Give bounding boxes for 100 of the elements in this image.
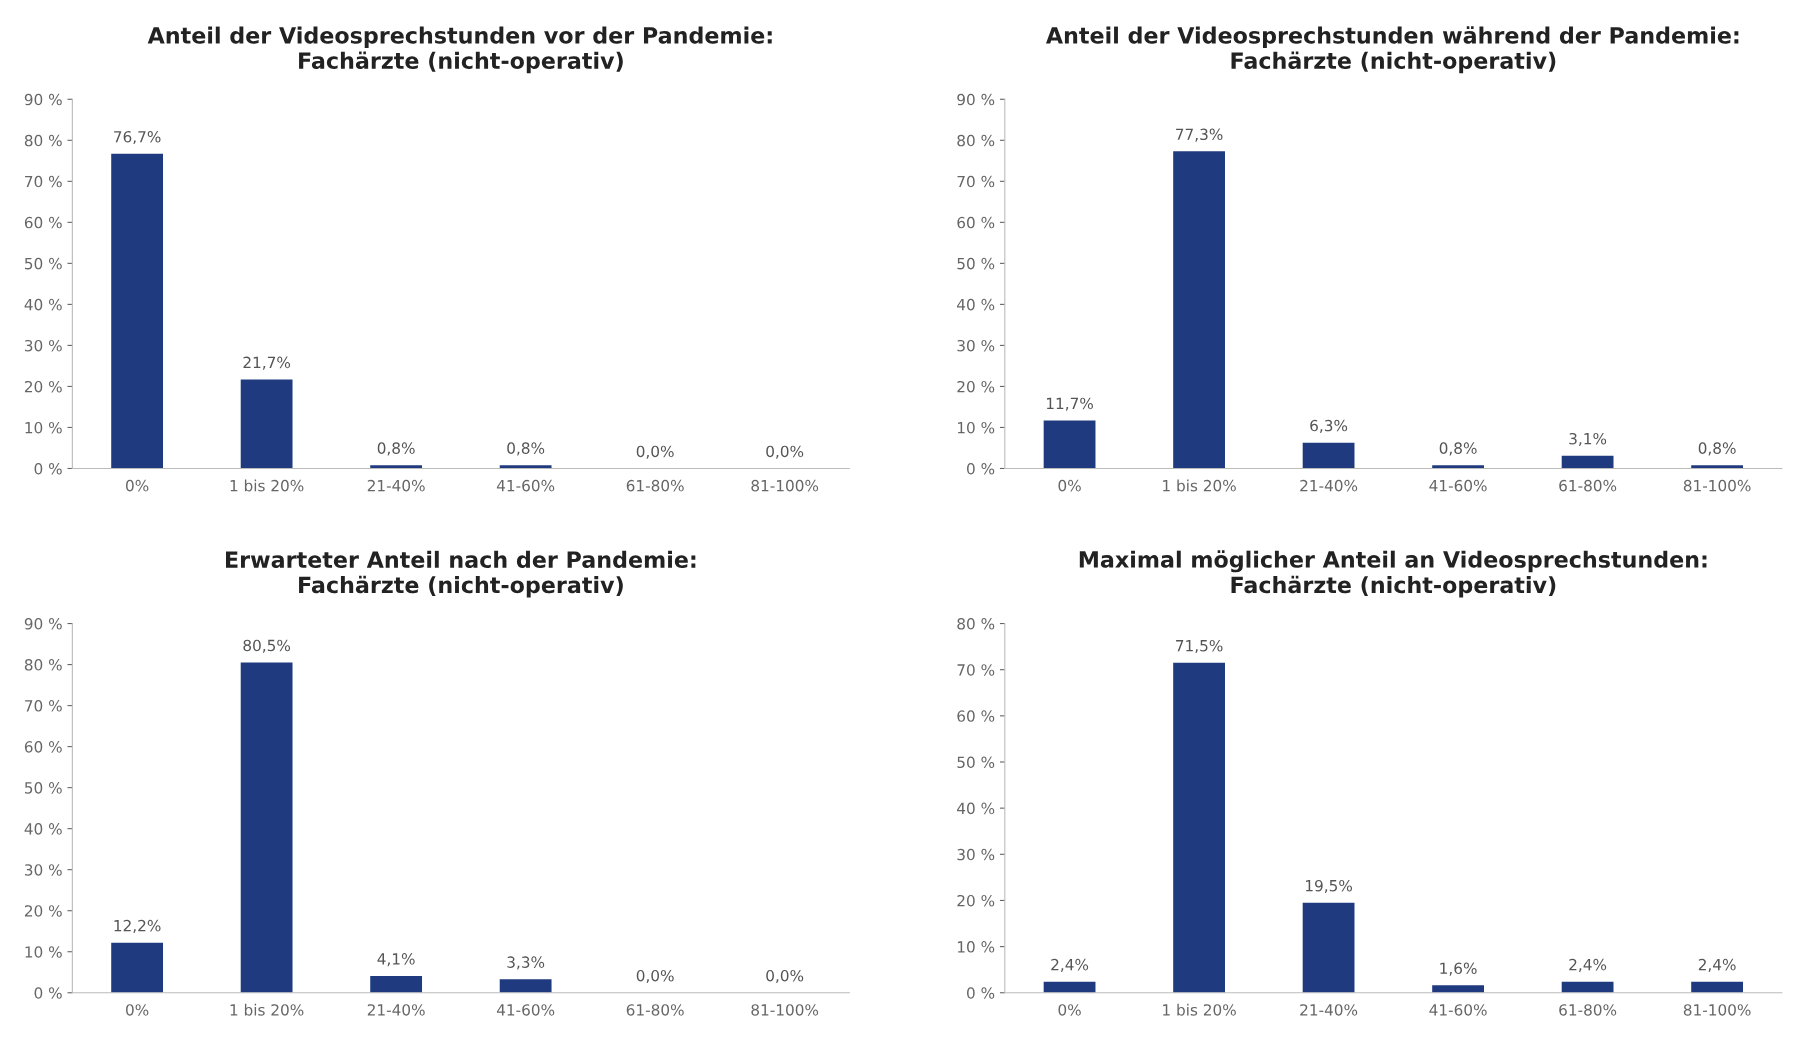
x-tick-label: 1 bis 20% (1163, 1003, 1236, 1016)
data-label: 80,5% (243, 639, 291, 653)
bar (499, 465, 552, 469)
y-tick-label: 10 % (957, 941, 995, 953)
chart-title: Anteil der Videosprechstunden während der Pandemie: Fachärzte (nicht-operativ) (1045, 26, 1739, 74)
data-label: 0,8% (1698, 442, 1736, 456)
bar (1691, 981, 1744, 993)
y-tick-label: 40 % (24, 823, 62, 835)
y-tick-label: 20 % (24, 380, 62, 393)
y-tick-label: 70 % (957, 175, 995, 188)
x-tick-label: 21-40% (367, 1004, 425, 1016)
data-label: 0,8% (1439, 442, 1477, 456)
y-tick-label: 0 % (967, 462, 995, 475)
bar (1561, 455, 1614, 469)
x-tick-label: 41-60% (1429, 1004, 1487, 1016)
x-tick-label: 81-100% (751, 1004, 819, 1016)
y-tick-label: 90 % (957, 93, 995, 106)
x-tick-label: 41-60% (496, 1004, 555, 1016)
data-label: 77,3% (1176, 128, 1223, 142)
y-tick-label: 20 % (24, 905, 62, 917)
y-tick-label: 0 % (34, 462, 62, 475)
bar (499, 979, 552, 993)
x-tick-label: 21-40% (1300, 479, 1358, 492)
y-tick-label: 0 % (967, 987, 995, 999)
data-label: 2,4% (1051, 958, 1089, 972)
bar (1043, 420, 1096, 469)
data-label: 0,0% (766, 969, 804, 984)
bar (111, 153, 164, 469)
data-label: 2,4% (1698, 958, 1736, 972)
y-tick-label: 60 % (24, 741, 62, 753)
y-tick-label: 30 % (957, 848, 995, 861)
x-tick-label: 1 bis 20% (230, 1003, 304, 1016)
data-label: 1,6% (1440, 962, 1477, 976)
data-label: 6,3% (1310, 419, 1348, 433)
y-tick-label: 10 % (25, 946, 62, 958)
y-tick-label: 90 % (24, 93, 62, 106)
bar (1691, 465, 1744, 469)
bar (111, 942, 164, 993)
bar (1561, 981, 1614, 993)
x-tick-label: 41-60% (496, 479, 555, 492)
y-tick-label: 90 % (24, 618, 62, 630)
x-tick-label: 61-80% (1559, 479, 1617, 492)
bar (370, 975, 423, 993)
data-label: 76,7% (114, 130, 161, 145)
bar (1302, 902, 1355, 993)
y-tick-label: 40 % (24, 298, 62, 311)
data-label: 2,4% (1569, 958, 1607, 972)
y-tick-label: 30 % (957, 339, 995, 352)
bar (370, 465, 423, 469)
y-tick-label: 20 % (957, 380, 995, 393)
bar (240, 379, 293, 469)
data-label: 0,0% (636, 445, 674, 459)
x-tick-label: 61-80% (626, 1004, 684, 1016)
x-tick-label: 0% (126, 1004, 149, 1016)
chart-title: Anteil der Videosprechstunden vor der Pandemie: Fachärzte (nicht-operativ) (147, 26, 772, 74)
data-label: 19,5% (1306, 879, 1353, 894)
y-tick-label: 70 % (957, 664, 995, 676)
y-tick-label: 60 % (24, 216, 62, 229)
y-tick-label: 50 % (25, 257, 62, 270)
y-tick-label: 70 % (25, 700, 62, 712)
y-tick-label: 50 % (957, 257, 995, 270)
x-tick-label: 0% (1058, 479, 1081, 492)
bar (1173, 151, 1225, 469)
x-tick-label: 1 bis 20% (1163, 479, 1236, 492)
y-tick-label: 80 % (24, 134, 62, 147)
x-tick-label: 81-100% (751, 479, 819, 492)
y-tick-label: 80 % (957, 134, 995, 147)
y-tick-label: 30 % (24, 339, 62, 352)
bar (240, 662, 293, 993)
x-tick-label: 61-80% (626, 479, 684, 492)
x-tick-label: 41-60% (1429, 479, 1487, 492)
y-tick-label: 10 % (957, 421, 995, 434)
data-label: 21,7% (243, 356, 291, 370)
data-label: 0,0% (636, 969, 674, 984)
y-tick-label: 0 % (34, 987, 62, 999)
y-tick-label: 10 % (25, 421, 62, 434)
x-tick-label: 61-80% (1559, 1004, 1617, 1016)
data-label: 11,7% (1046, 397, 1093, 411)
x-tick-label: 0% (1058, 1004, 1081, 1016)
y-tick-label: 50 % (957, 756, 995, 769)
chart-title: Erwarteter Anteil nach der Pandemie: Fachärzte (nicht-operativ) (226, 550, 696, 598)
x-tick-label: 0% (126, 479, 149, 492)
y-tick-label: 80 % (24, 659, 62, 671)
data-label: 0,8% (377, 442, 415, 456)
bar (1173, 662, 1225, 993)
bar (1302, 442, 1355, 469)
x-tick-label: 81-100% (1683, 479, 1751, 492)
y-tick-label: 60 % (957, 710, 995, 722)
x-tick-label: 21-40% (1300, 1004, 1358, 1016)
x-tick-label: 1 bis 20% (230, 479, 304, 492)
data-label: 0,0% (766, 445, 804, 459)
y-tick-label: 50 % (25, 782, 62, 794)
y-tick-label: 70 % (25, 175, 62, 188)
x-tick-label: 21-40% (367, 479, 425, 492)
y-tick-label: 60 % (957, 216, 995, 229)
bar (1432, 465, 1484, 469)
chart-title: Maximal möglicher Anteil an Videosprechstunden: Fachärzte (nicht-operativ) (1079, 550, 1707, 598)
data-label: 3,1% (1569, 432, 1607, 447)
data-label: 3,3% (507, 956, 545, 970)
y-tick-label: 20 % (957, 894, 995, 907)
